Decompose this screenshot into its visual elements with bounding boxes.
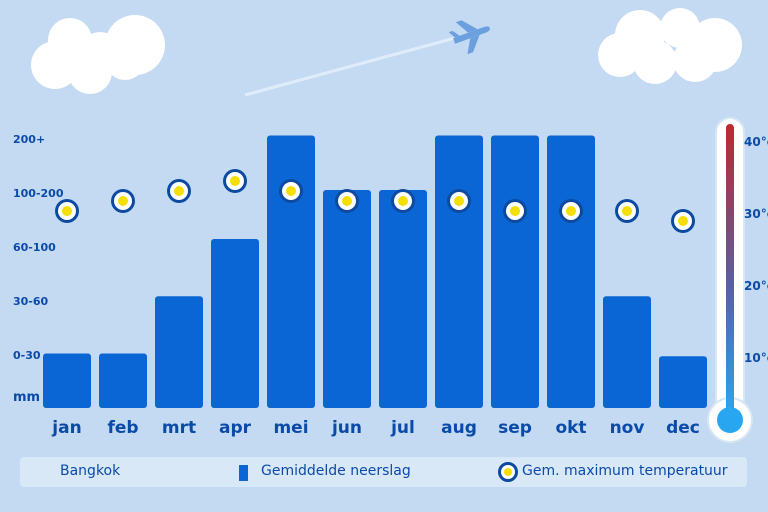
- temperature-marker-jun: [335, 189, 359, 213]
- x-tick-label-jun: jun: [331, 418, 362, 438]
- x-tick-label-feb: feb: [107, 418, 138, 438]
- legend: Bangkok Gemiddelde neerslag Gem. maximum…: [20, 457, 747, 487]
- temperature-marker-nov: [615, 199, 639, 223]
- markers-layer: [55, 169, 695, 233]
- y-tick-label: mm: [13, 390, 40, 405]
- temperature-tick-label: 30°c: [744, 207, 768, 221]
- rain-swatch-icon: [239, 465, 248, 481]
- x-tick-label-jul: jul: [390, 418, 415, 438]
- airplane-icon: [448, 20, 490, 55]
- y-tick-label: 200+: [13, 133, 45, 146]
- bar-nov: [603, 296, 651, 408]
- y-axis-labels: mm 0-30 30-60 60-100 100-200 200+: [13, 133, 64, 405]
- y-tick-label: 0-30: [13, 349, 41, 362]
- x-tick-label-dec: dec: [666, 418, 700, 438]
- temperature-marker-aug: [447, 189, 471, 213]
- x-tick-label-okt: okt: [555, 418, 586, 438]
- x-tick-label-mrt: mrt: [162, 418, 196, 438]
- x-tick-label-mei: mei: [273, 418, 308, 438]
- bar-sep: [491, 135, 539, 408]
- x-tick-label-jan: jan: [51, 418, 81, 438]
- temperature-marker-dec: [671, 209, 695, 233]
- temperature-tick-label: 40°c: [744, 135, 768, 149]
- y-tick-label: 60-100: [13, 241, 56, 254]
- y-tick-label: 100-200: [13, 187, 64, 200]
- temperature-marker-okt: [559, 199, 583, 223]
- thermometer-icon: [707, 117, 753, 443]
- x-tick-label-aug: aug: [441, 418, 477, 438]
- x-tick-label-sep: sep: [498, 418, 532, 438]
- temperature-tick-label: 10°c: [744, 351, 768, 365]
- cloud-right-icon: [598, 8, 742, 84]
- contrail: [244, 36, 456, 97]
- x-tick-label-nov: nov: [610, 418, 645, 438]
- temperature-tick-label: 20°c: [744, 279, 768, 293]
- bar-feb: [99, 353, 147, 408]
- temperature-swatch-icon: [498, 462, 518, 482]
- temperature-marker-mei: [279, 179, 303, 203]
- temperature-marker-jan: [55, 199, 79, 223]
- bars-layer: [43, 135, 707, 408]
- bar-okt: [547, 135, 595, 408]
- bar-mrt: [155, 296, 203, 408]
- bar-aug: [435, 135, 483, 408]
- temperature-marker-apr: [223, 169, 247, 193]
- legend-rain-label: Gemiddelde neerslag: [261, 463, 411, 479]
- temperature-marker-feb: [111, 189, 135, 213]
- temperature-marker-jul: [391, 189, 415, 213]
- bar-jul: [379, 190, 427, 408]
- x-tick-label-apr: apr: [219, 418, 252, 438]
- bar-mei: [267, 135, 315, 408]
- cloud-left-icon: [31, 15, 165, 94]
- y-tick-label: 30-60: [13, 295, 49, 308]
- bar-dec: [659, 356, 707, 408]
- bar-jan: [43, 353, 91, 408]
- temperature-axis-labels: 10°c 20°c 30°c 40°c: [744, 135, 768, 365]
- temperature-marker-sep: [503, 199, 527, 223]
- bar-jun: [323, 190, 371, 408]
- bar-apr: [211, 239, 259, 408]
- legend-temp-label: Gem. maximum temperatuur: [522, 463, 728, 479]
- temperature-marker-mrt: [167, 179, 191, 203]
- legend-city: Bangkok: [60, 463, 121, 479]
- x-axis-labels: jan feb mrt apr mei jun jul aug sep okt nov dec: [51, 418, 700, 438]
